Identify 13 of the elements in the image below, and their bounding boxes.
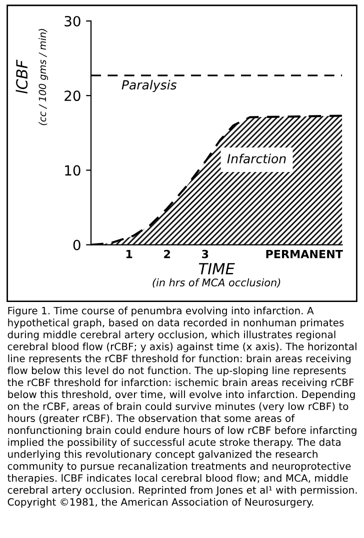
y-tick-label: 20	[64, 90, 80, 102]
y-tick-label: 0	[73, 240, 80, 250]
y-tick-label: 10	[65, 165, 80, 176]
x-tick-label: PERMANENT	[266, 250, 343, 258]
y-axis-title: lCBF (cc / 100 gms / min)	[16, 28, 48, 126]
x-tick-label: 1	[126, 250, 132, 258]
x-tick-label: 2	[164, 250, 170, 258]
ref-line-label: Paralysis	[122, 80, 177, 92]
text: Figure 1. Time course of penumbra evolving into infarction. A hypothetical graph, based on data recorded in nonhuman primates during middle cerebral artery occlusion, which illustrates regional cerebral blood flow (rCBF; y axis) against time (x axis). The horizontal line represents the rCBF threshold for function: brain areas receiving flow below this level do not function. The up-sloping line represents the rCBF threshold for infarction: ischemic brain areas receiving rCBF below this threshold, over time, will evolve into infarction. Depending on the rCBF, areas of brain could survive minutes (very low rCBF) to hours (greater rCBF). The observation that some areas of nonfunctioning brain could endure hours of low rCBF before infarcting implied the possibility of successful acute stroke therapy. The data underlying this revolutionary concept galvanized the research community to pursue recanalization treatments and neuroprotective therapies. lCBF indicates local cerebral blood flow; and MCA, middle cerebral artery occlusion. Reprinted from Jones et al¹ with permission. Copyright ©1981, the American Association of Neurosurgery.	[8, 306, 357, 508]
x-tick-label: 3	[202, 250, 208, 258]
y-tick-label: 30	[64, 16, 80, 26]
x-axis-title: TIME (in hrs of MCA occlusion)	[152, 263, 280, 288]
annotation: Infarction	[227, 154, 286, 164]
